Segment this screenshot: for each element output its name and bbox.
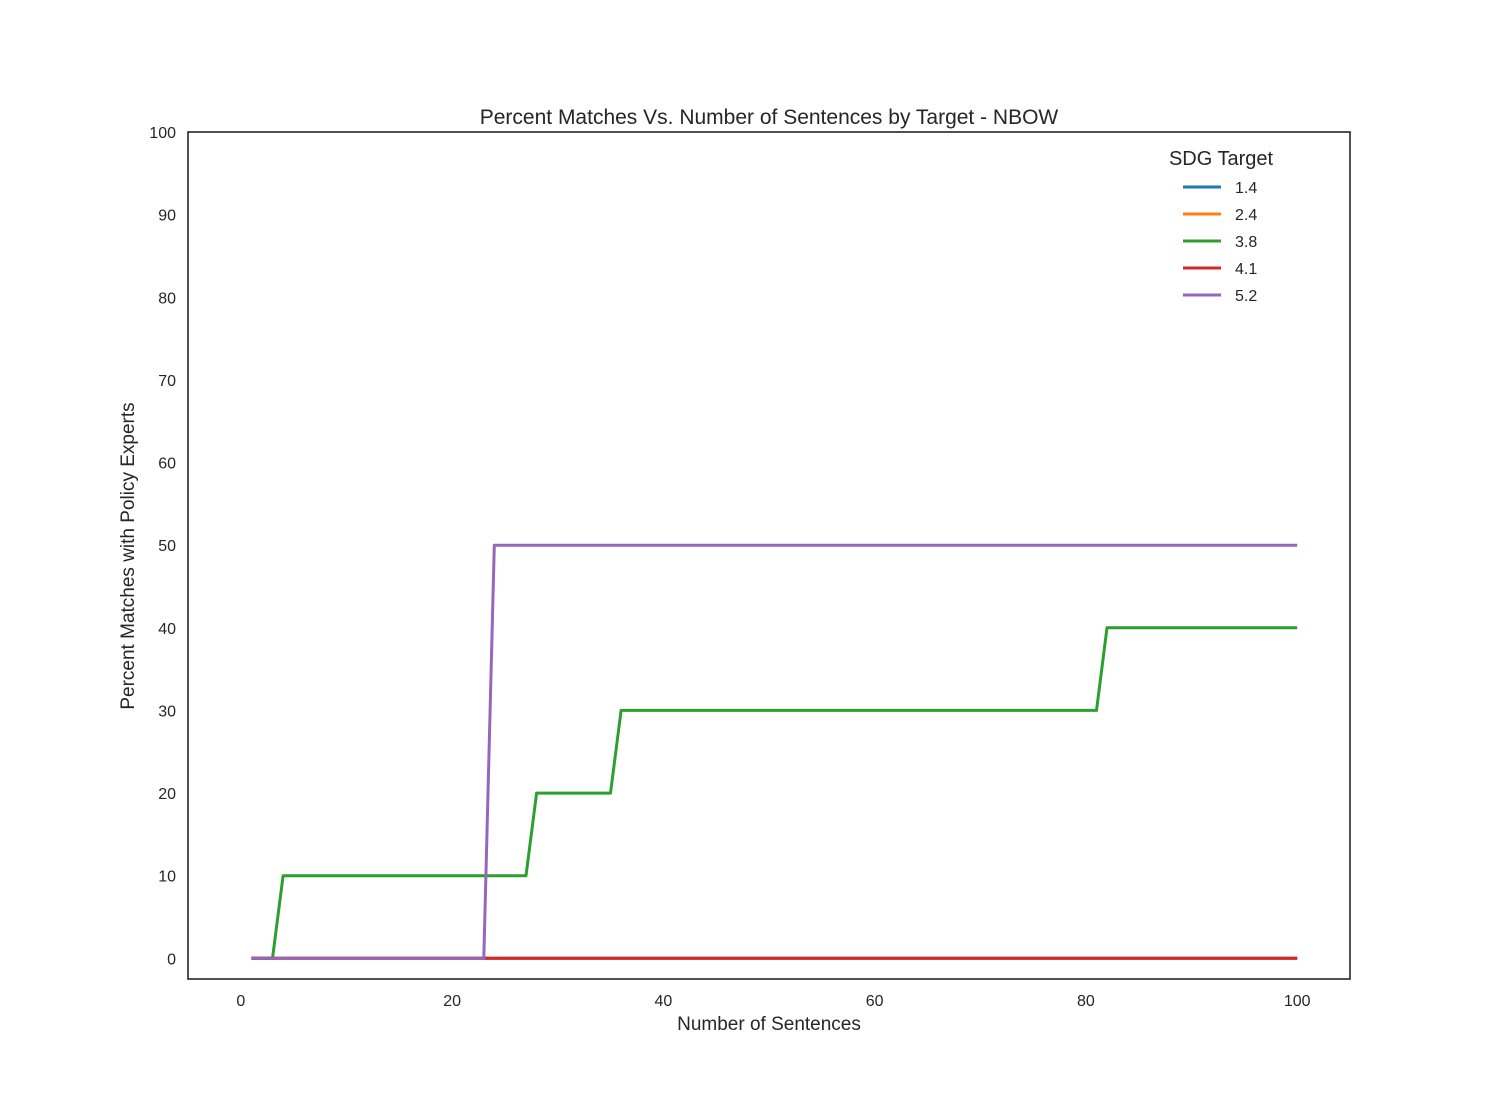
x-tick-label: 60 xyxy=(866,993,884,1010)
x-tick-label: 100 xyxy=(1284,993,1311,1010)
y-axis-label: Percent Matches with Policy Experts xyxy=(118,402,139,709)
series-line-5-2 xyxy=(251,543,1298,960)
legend-label: 1.4 xyxy=(1235,180,1257,197)
x-axis-label: Number of Sentences xyxy=(677,1014,861,1035)
y-tick-label: 50 xyxy=(158,538,176,555)
y-tick-label: 40 xyxy=(158,621,176,638)
x-tick-label: 20 xyxy=(443,993,461,1010)
legend-title: SDG Target xyxy=(1169,148,1274,170)
y-tick-label: 30 xyxy=(158,703,176,720)
y-tick-label: 20 xyxy=(158,786,176,803)
plot-frame xyxy=(187,131,1351,980)
legend: SDG Target 1.4 2.4 3.8 4.1 5.2 xyxy=(1169,148,1274,305)
x-tick-label: 80 xyxy=(1077,993,1095,1010)
y-tick-label: 60 xyxy=(158,456,176,473)
y-tick-label: 0 xyxy=(167,951,176,968)
y-axis: 0 10 20 30 40 50 60 70 80 90 100 xyxy=(149,125,176,968)
y-tick-label: 100 xyxy=(149,125,176,142)
series-layer xyxy=(251,543,1298,960)
chart-title: Percent Matches Vs. Number of Sentences … xyxy=(480,106,1059,129)
legend-label: 2.4 xyxy=(1235,207,1257,224)
legend-label: 5.2 xyxy=(1235,288,1257,305)
x-tick-label: 40 xyxy=(655,993,673,1010)
legend-label: 3.8 xyxy=(1235,234,1257,251)
x-axis: 0 20 40 60 80 100 xyxy=(236,993,1310,1010)
legend-items: 1.4 2.4 3.8 4.1 5.2 xyxy=(1183,180,1257,305)
y-tick-label: 90 xyxy=(158,208,176,225)
series-line-3-8 xyxy=(251,626,1298,960)
x-tick-label: 0 xyxy=(236,993,245,1010)
y-tick-label: 70 xyxy=(158,373,176,390)
y-tick-label: 80 xyxy=(158,290,176,307)
legend-label: 4.1 xyxy=(1235,261,1257,278)
y-tick-label: 10 xyxy=(158,869,176,886)
